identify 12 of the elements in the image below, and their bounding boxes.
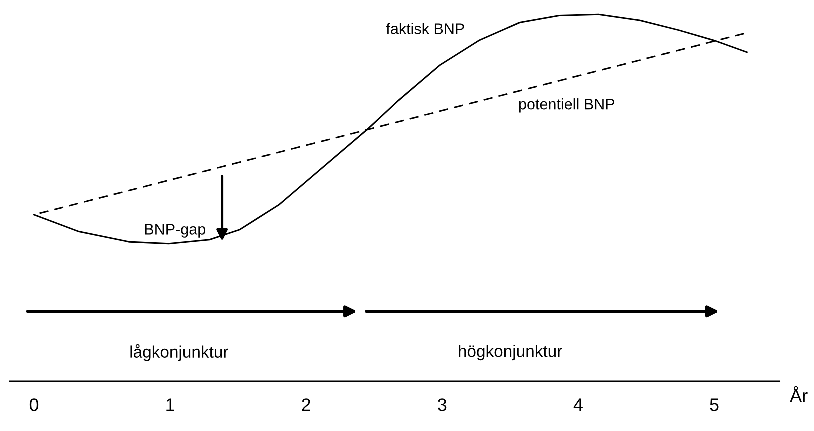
annotation: BNP-gap — [145, 224, 206, 238]
x-tick-label: 2 — [302, 398, 310, 412]
x-tick-label: 5 — [710, 398, 719, 412]
x-tick-label: 3 — [438, 398, 447, 412]
x-tick-label: 4 — [574, 398, 583, 412]
annotation: lågkonjunktur — [130, 344, 228, 362]
x-tick-label: 1 — [166, 398, 174, 412]
annotation: högkonjunktur — [459, 345, 562, 361]
x-axis-title: År — [790, 386, 808, 402]
series-label: potentiell BNP — [519, 98, 614, 113]
x-tick-label: 0 — [30, 398, 39, 412]
series-label: faktisk BNP — [386, 23, 464, 34]
